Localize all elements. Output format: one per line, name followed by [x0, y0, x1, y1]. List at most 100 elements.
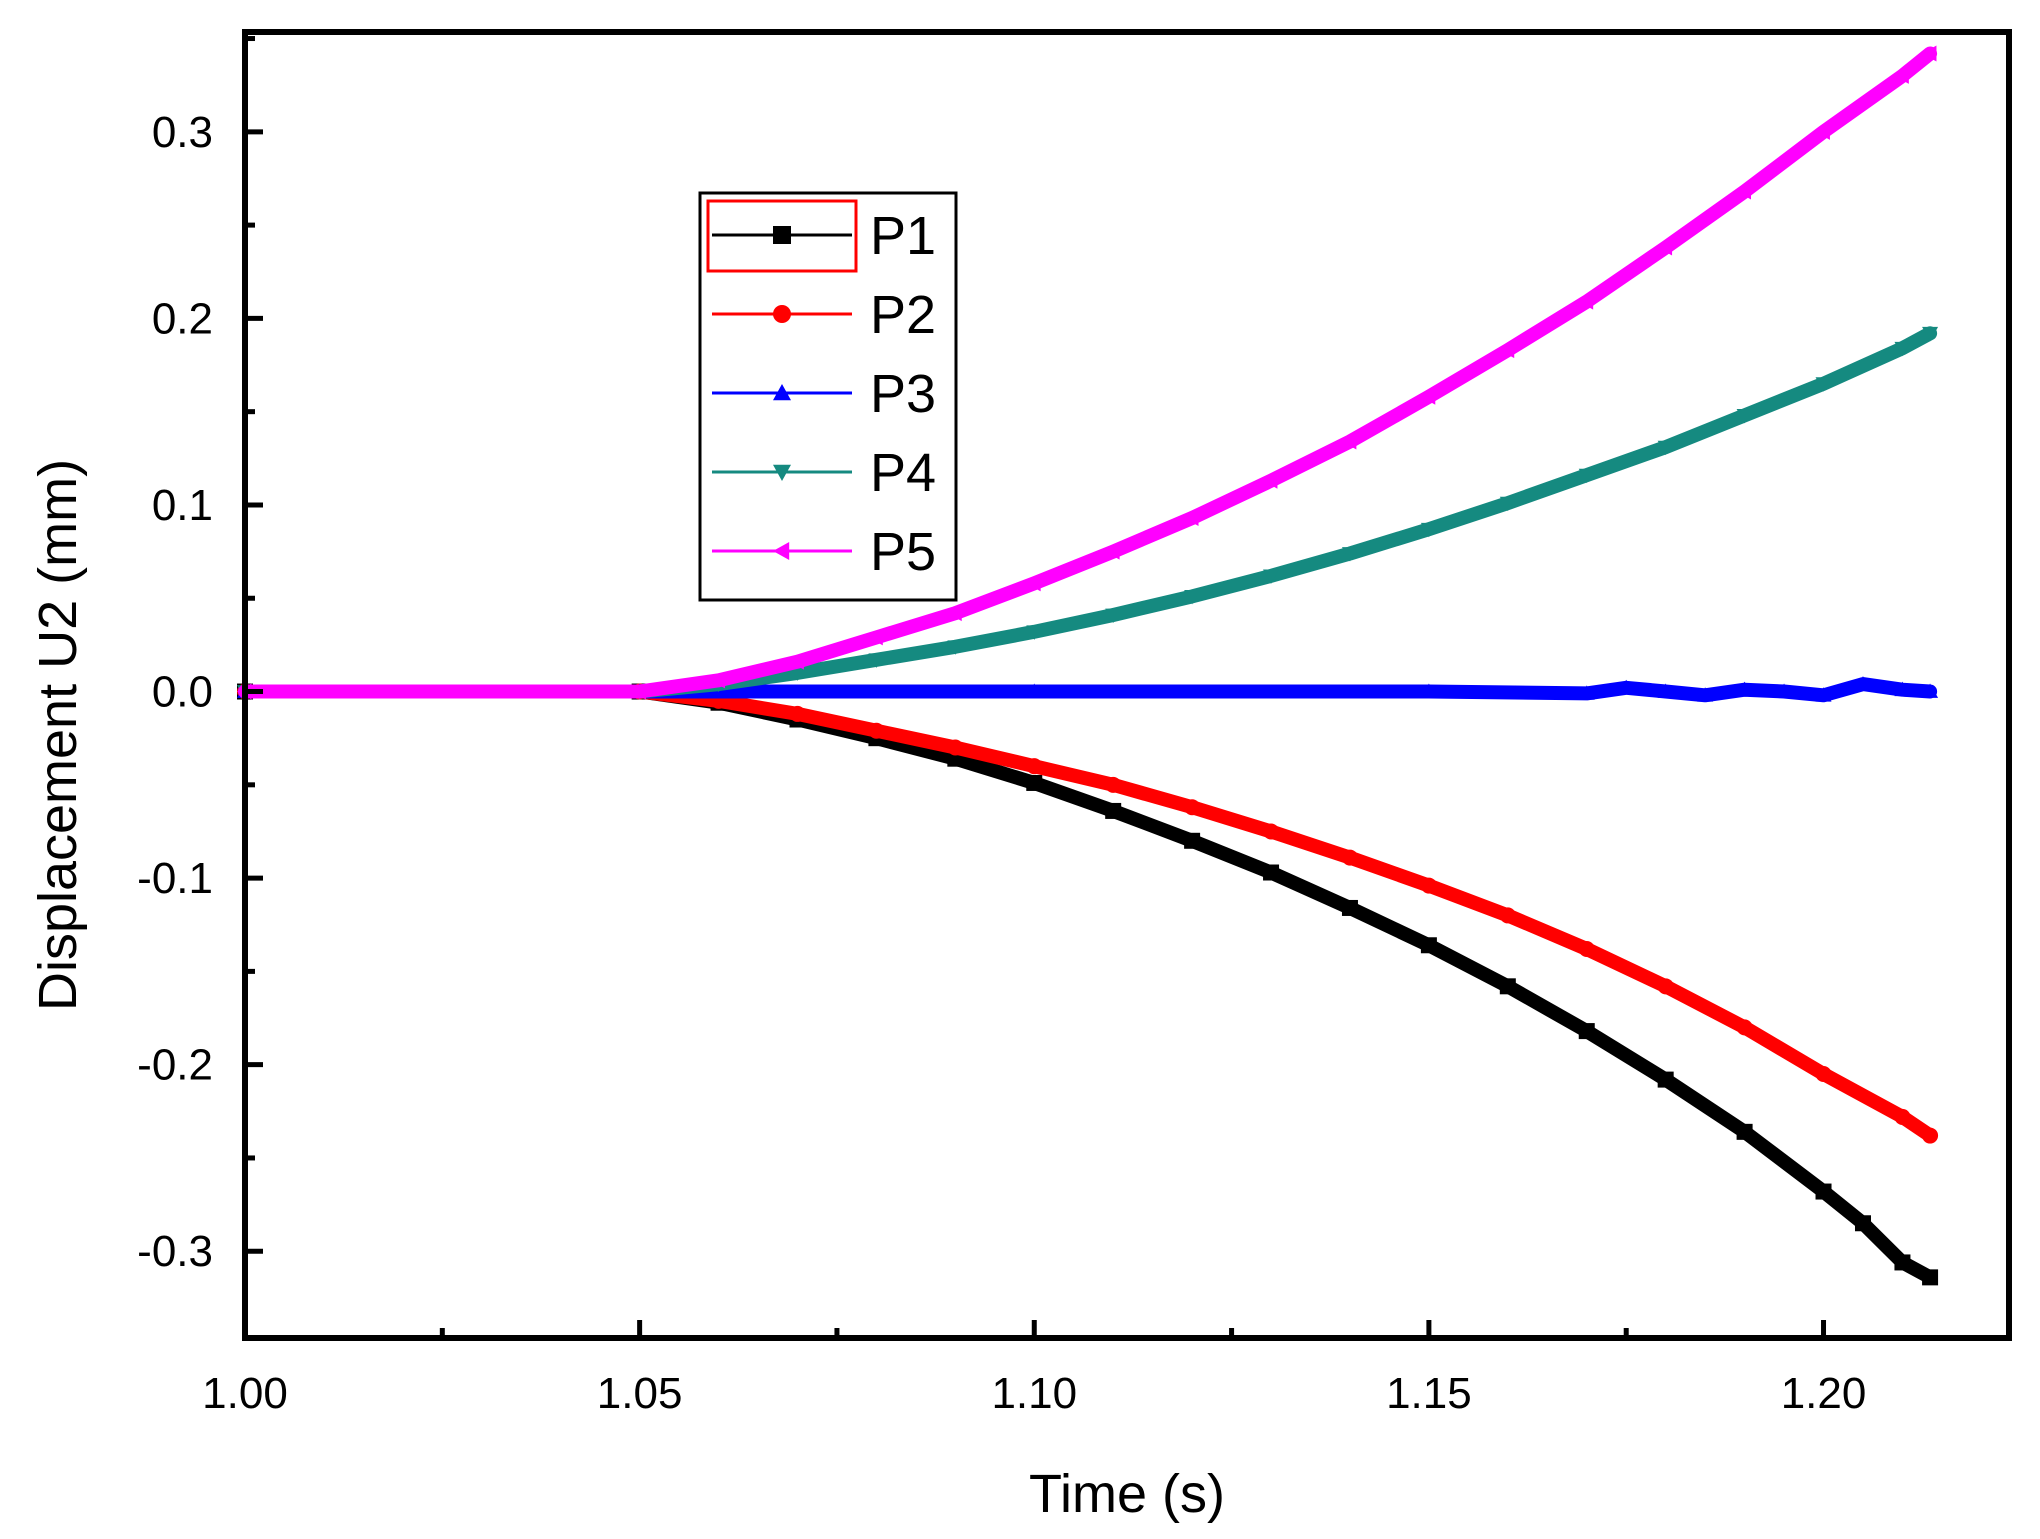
series-layer: [237, 45, 1939, 1286]
data-point-p4: [1105, 608, 1122, 624]
data-point-p1: [1184, 832, 1201, 849]
data-point-p1: [1105, 802, 1122, 819]
data-point-p3: [1736, 681, 1753, 697]
data-point-p5: [789, 653, 804, 670]
data-point-p4: [1499, 496, 1516, 512]
data-point-p3: [1922, 683, 1939, 698]
data-point-p4: [1894, 341, 1911, 357]
legend-box: [698, 191, 958, 602]
data-point-p5: [868, 629, 883, 646]
y-axis-title: Displacement U2 (mm): [28, 459, 88, 1011]
data-point-p1: [1341, 899, 1358, 916]
data-point-p5: [1105, 543, 1120, 560]
data-point-p5: [1922, 45, 1937, 62]
data-point-p4: [1026, 625, 1043, 640]
data-point-p2: [1026, 758, 1043, 775]
data-point-p4: [1184, 589, 1201, 605]
legend-item-p2: P2: [712, 285, 936, 345]
legend-label-p1: P1: [870, 206, 936, 266]
data-point-p5: [1578, 293, 1594, 310]
data-point-p3: [1894, 681, 1911, 697]
data-point-p3: [1618, 679, 1635, 695]
legend-marker-p3: [773, 384, 791, 401]
data-point-p4: [1736, 409, 1753, 424]
data-point-p4: [789, 666, 806, 681]
data-point-p2: [1263, 823, 1280, 840]
data-point-p1: [1578, 1023, 1595, 1040]
data-point-p5: [1263, 472, 1278, 489]
data-point-p4: [947, 640, 964, 655]
data-point-p5: [710, 672, 725, 689]
legend-marker-p1: [773, 226, 791, 244]
legend: P1 P2 P3 P4 P5: [698, 191, 958, 602]
data-point-p1: [1894, 1254, 1911, 1271]
y-tick-label: 0.2: [152, 294, 213, 343]
data-point-p4: [868, 653, 885, 668]
data-point-p1: [1736, 1123, 1753, 1140]
legend-marker-p2: [773, 305, 791, 323]
data-point-p3: [1420, 683, 1437, 698]
ticks-layer: [242, 36, 1827, 1338]
legend-marker-p4: [773, 464, 791, 481]
data-point-p3: [1026, 683, 1043, 698]
data-point-p5: [1736, 183, 1751, 200]
data-point-p3: [1657, 683, 1674, 698]
data-point-p4: [1420, 522, 1437, 538]
data-point-p1: [1854, 1215, 1871, 1232]
data-point-p2: [868, 722, 885, 739]
legend-item-p5: P5: [712, 522, 936, 582]
labels-layer: 1.00 1.05 1.10 1.15 1.20 -0.3 -0.2 -0.1 0.0 0.1 0.…: [137, 108, 1866, 1418]
data-point-p2: [947, 739, 964, 756]
data-point-p2: [1657, 978, 1674, 995]
data-point-p1: [1263, 864, 1280, 881]
legend-highlight-box: [706, 199, 858, 273]
data-point-p2: [789, 705, 806, 722]
data-point-p5: [1420, 388, 1436, 405]
data-point-p2: [1341, 849, 1358, 866]
data-point-p3: [1854, 676, 1871, 691]
data-point-p2: [1420, 877, 1437, 894]
x-tick-label: 1.00: [202, 1369, 288, 1418]
legend-item-p4: P4: [712, 443, 936, 503]
series-line-p3: [238, 677, 1938, 703]
data-point-p5: [1815, 123, 1830, 140]
data-point-p3: [1776, 683, 1793, 698]
data-point-p5: [1026, 575, 1041, 592]
data-point-p4: [1578, 468, 1595, 484]
legend-marker-p5: [773, 542, 790, 560]
data-point-p2: [1922, 1127, 1939, 1144]
legend-label-p5: P5: [870, 522, 936, 582]
y-tick-label: -0.3: [137, 1227, 213, 1276]
data-point-p4: [1341, 547, 1358, 562]
legend-label-p2: P2: [870, 285, 936, 345]
x-tick-label: 1.20: [1781, 1369, 1867, 1418]
data-point-p1: [1499, 978, 1516, 995]
data-point-p3: [1815, 687, 1832, 702]
plot-frame: [242, 29, 2012, 1341]
legend-label-p4: P4: [870, 443, 936, 503]
y-tick-label: -0.1: [137, 854, 213, 903]
y-tick-label: 0.3: [152, 108, 213, 157]
y-tick-label: 0.1: [152, 481, 213, 530]
data-point-p2: [1578, 940, 1595, 957]
data-point-p5: [631, 683, 647, 700]
data-point-p2: [1499, 907, 1516, 924]
x-tick-label: 1.10: [991, 1369, 1077, 1418]
data-point-p2: [1105, 776, 1122, 793]
data-point-p5: [1341, 433, 1357, 450]
data-point-p4: [1815, 377, 1832, 392]
legend-item-p1: P1: [712, 206, 936, 266]
data-point-p1: [1922, 1269, 1939, 1286]
data-point-p1: [1420, 937, 1437, 954]
data-point-p5: [1499, 342, 1515, 359]
data-point-p5: [947, 605, 962, 622]
legend-item-p3: P3: [712, 364, 936, 424]
y-tick-label: -0.2: [137, 1041, 213, 1090]
data-point-p1: [1026, 774, 1043, 791]
data-point-p3: [1578, 685, 1595, 700]
data-point-p5: [1184, 510, 1199, 527]
data-point-p5: [1657, 239, 1673, 256]
data-point-p2: [1894, 1108, 1911, 1125]
data-point-p4: [1263, 569, 1280, 584]
